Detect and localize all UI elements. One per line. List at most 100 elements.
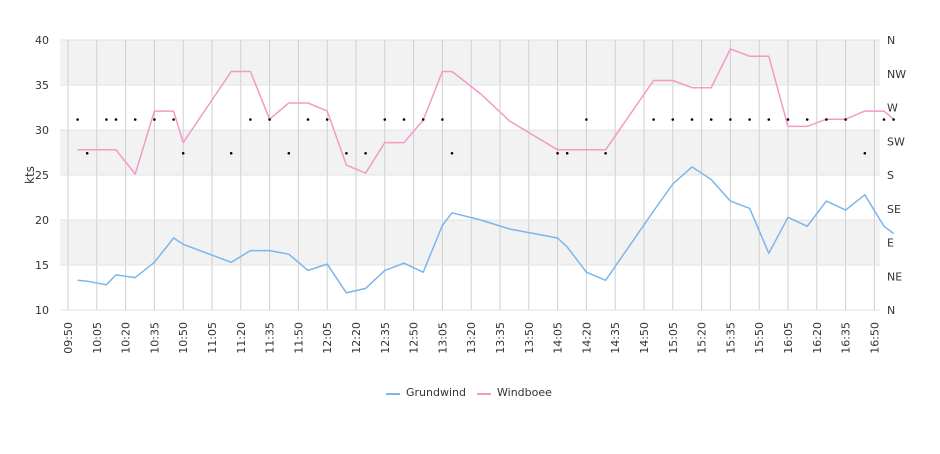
x-tick-label: 12:35 — [379, 322, 392, 354]
x-tick-label: 10:50 — [177, 322, 190, 354]
y-axis-title: kts — [23, 166, 37, 184]
x-tick-label: 16:50 — [868, 322, 881, 354]
direction-marker — [287, 151, 291, 155]
direction-marker — [421, 118, 425, 121]
plot-band — [60, 220, 880, 265]
y2-axis-ticks: N NE E SE S SW W NW N — [887, 34, 906, 317]
x-tick-label: 13:20 — [465, 322, 478, 354]
y2-tick-label: W — [887, 102, 898, 115]
direction-marker — [450, 151, 454, 155]
direction-marker — [882, 118, 886, 121]
direction-marker — [786, 118, 790, 121]
x-tick-label: 16:35 — [840, 322, 853, 354]
direction-marker — [585, 118, 588, 121]
y-tick-label: 10 — [35, 304, 49, 317]
direction-marker — [76, 118, 79, 121]
direction-marker — [748, 118, 751, 121]
x-tick-label: 14:20 — [580, 322, 593, 354]
x-tick-label: 11:35 — [264, 322, 277, 354]
y2-tick-label: SE — [887, 203, 901, 216]
direction-marker — [306, 118, 310, 121]
x-axis-ticks: 09:50 10:05 10:20 10:35 10:50 11:05 11:20 11:35… — [62, 322, 881, 354]
direction-marker — [892, 118, 895, 121]
direction-marker — [383, 118, 387, 121]
y2-tick-label: SW — [887, 135, 905, 148]
direction-marker — [133, 118, 137, 121]
plot-band — [60, 265, 880, 310]
direction-marker — [844, 118, 847, 121]
x-tick-label: 10:35 — [148, 322, 161, 354]
x-tick-label: 14:50 — [638, 322, 651, 354]
direction-marker — [863, 151, 867, 155]
direction-marker — [268, 118, 271, 121]
x-tick-label: 09:50 — [62, 322, 75, 354]
plot-band — [60, 130, 880, 175]
direction-marker — [709, 118, 713, 121]
direction-marker — [671, 118, 675, 121]
y2-tick-label: NE — [887, 270, 902, 283]
direction-marker — [825, 118, 828, 121]
legend-label: Grundwind — [406, 386, 466, 399]
x-tick-label: 16:20 — [811, 322, 824, 354]
direction-marker — [565, 151, 569, 155]
x-tick-label: 16:05 — [782, 322, 795, 354]
direction-marker — [729, 118, 732, 121]
series-line-grundwind — [77, 166, 895, 294]
x-tick-label: 12:50 — [408, 322, 421, 354]
y-tick-label: 40 — [35, 34, 49, 47]
y-tick-label: 15 — [35, 259, 49, 272]
x-tick-label: 13:50 — [523, 322, 536, 354]
y-tick-label: 25 — [35, 169, 49, 182]
x-tick-label: 11:05 — [206, 322, 219, 354]
x-tick-label: 15:05 — [667, 322, 680, 354]
direction-marker — [364, 151, 367, 155]
y-tick-label: 20 — [35, 214, 49, 227]
horizontal-gridlines — [60, 39, 880, 311]
x-tick-label: 10:20 — [120, 322, 133, 354]
x-tick-label: 14:05 — [552, 322, 565, 354]
direction-marker — [604, 151, 607, 155]
x-tick-label: 11:50 — [292, 322, 305, 354]
direction-marker — [85, 151, 89, 155]
direction-marker — [345, 151, 348, 155]
direction-markers — [76, 118, 895, 155]
y-axis-ticks: 10 15 20 25 30 35 40 — [35, 34, 49, 317]
direction-marker — [181, 151, 185, 155]
direction-marker — [229, 151, 233, 155]
series-lines — [77, 48, 895, 294]
plot-band — [60, 40, 880, 85]
legend-label: Windboee — [497, 386, 552, 399]
x-tick-label: 12:05 — [321, 322, 334, 354]
x-tick-label: 13:05 — [436, 322, 449, 354]
x-tick-label: 10:05 — [91, 322, 104, 354]
x-tick-label: 15:20 — [696, 322, 709, 354]
direction-marker — [767, 118, 771, 121]
legend-item-windboee[interactable]: Windboee — [477, 386, 552, 399]
direction-marker — [114, 118, 118, 121]
x-tick-label: 15:50 — [753, 322, 766, 354]
legend[interactable]: Grundwind Windboee — [386, 386, 552, 399]
direction-marker — [402, 118, 406, 121]
direction-marker — [153, 118, 156, 121]
legend-item-grundwind[interactable]: Grundwind — [386, 386, 466, 399]
x-tick-label: 12:20 — [350, 322, 363, 354]
direction-marker — [325, 118, 329, 121]
direction-marker — [172, 118, 175, 121]
direction-marker — [249, 118, 252, 121]
x-tick-label: 13:35 — [494, 322, 507, 354]
series-line-windboee — [77, 48, 895, 175]
direction-marker — [805, 118, 809, 121]
y2-tick-label: N — [887, 304, 895, 317]
y2-tick-label: S — [887, 169, 894, 182]
y2-tick-label: E — [887, 237, 894, 250]
y2-tick-label: NW — [887, 68, 906, 81]
direction-marker — [105, 118, 108, 121]
plot-band — [60, 175, 880, 220]
x-tick-label: 11:20 — [235, 322, 248, 354]
x-tick-label: 15:35 — [724, 322, 737, 354]
direction-marker — [441, 118, 444, 121]
y-tick-label: 35 — [35, 79, 49, 92]
direction-marker — [652, 118, 655, 121]
